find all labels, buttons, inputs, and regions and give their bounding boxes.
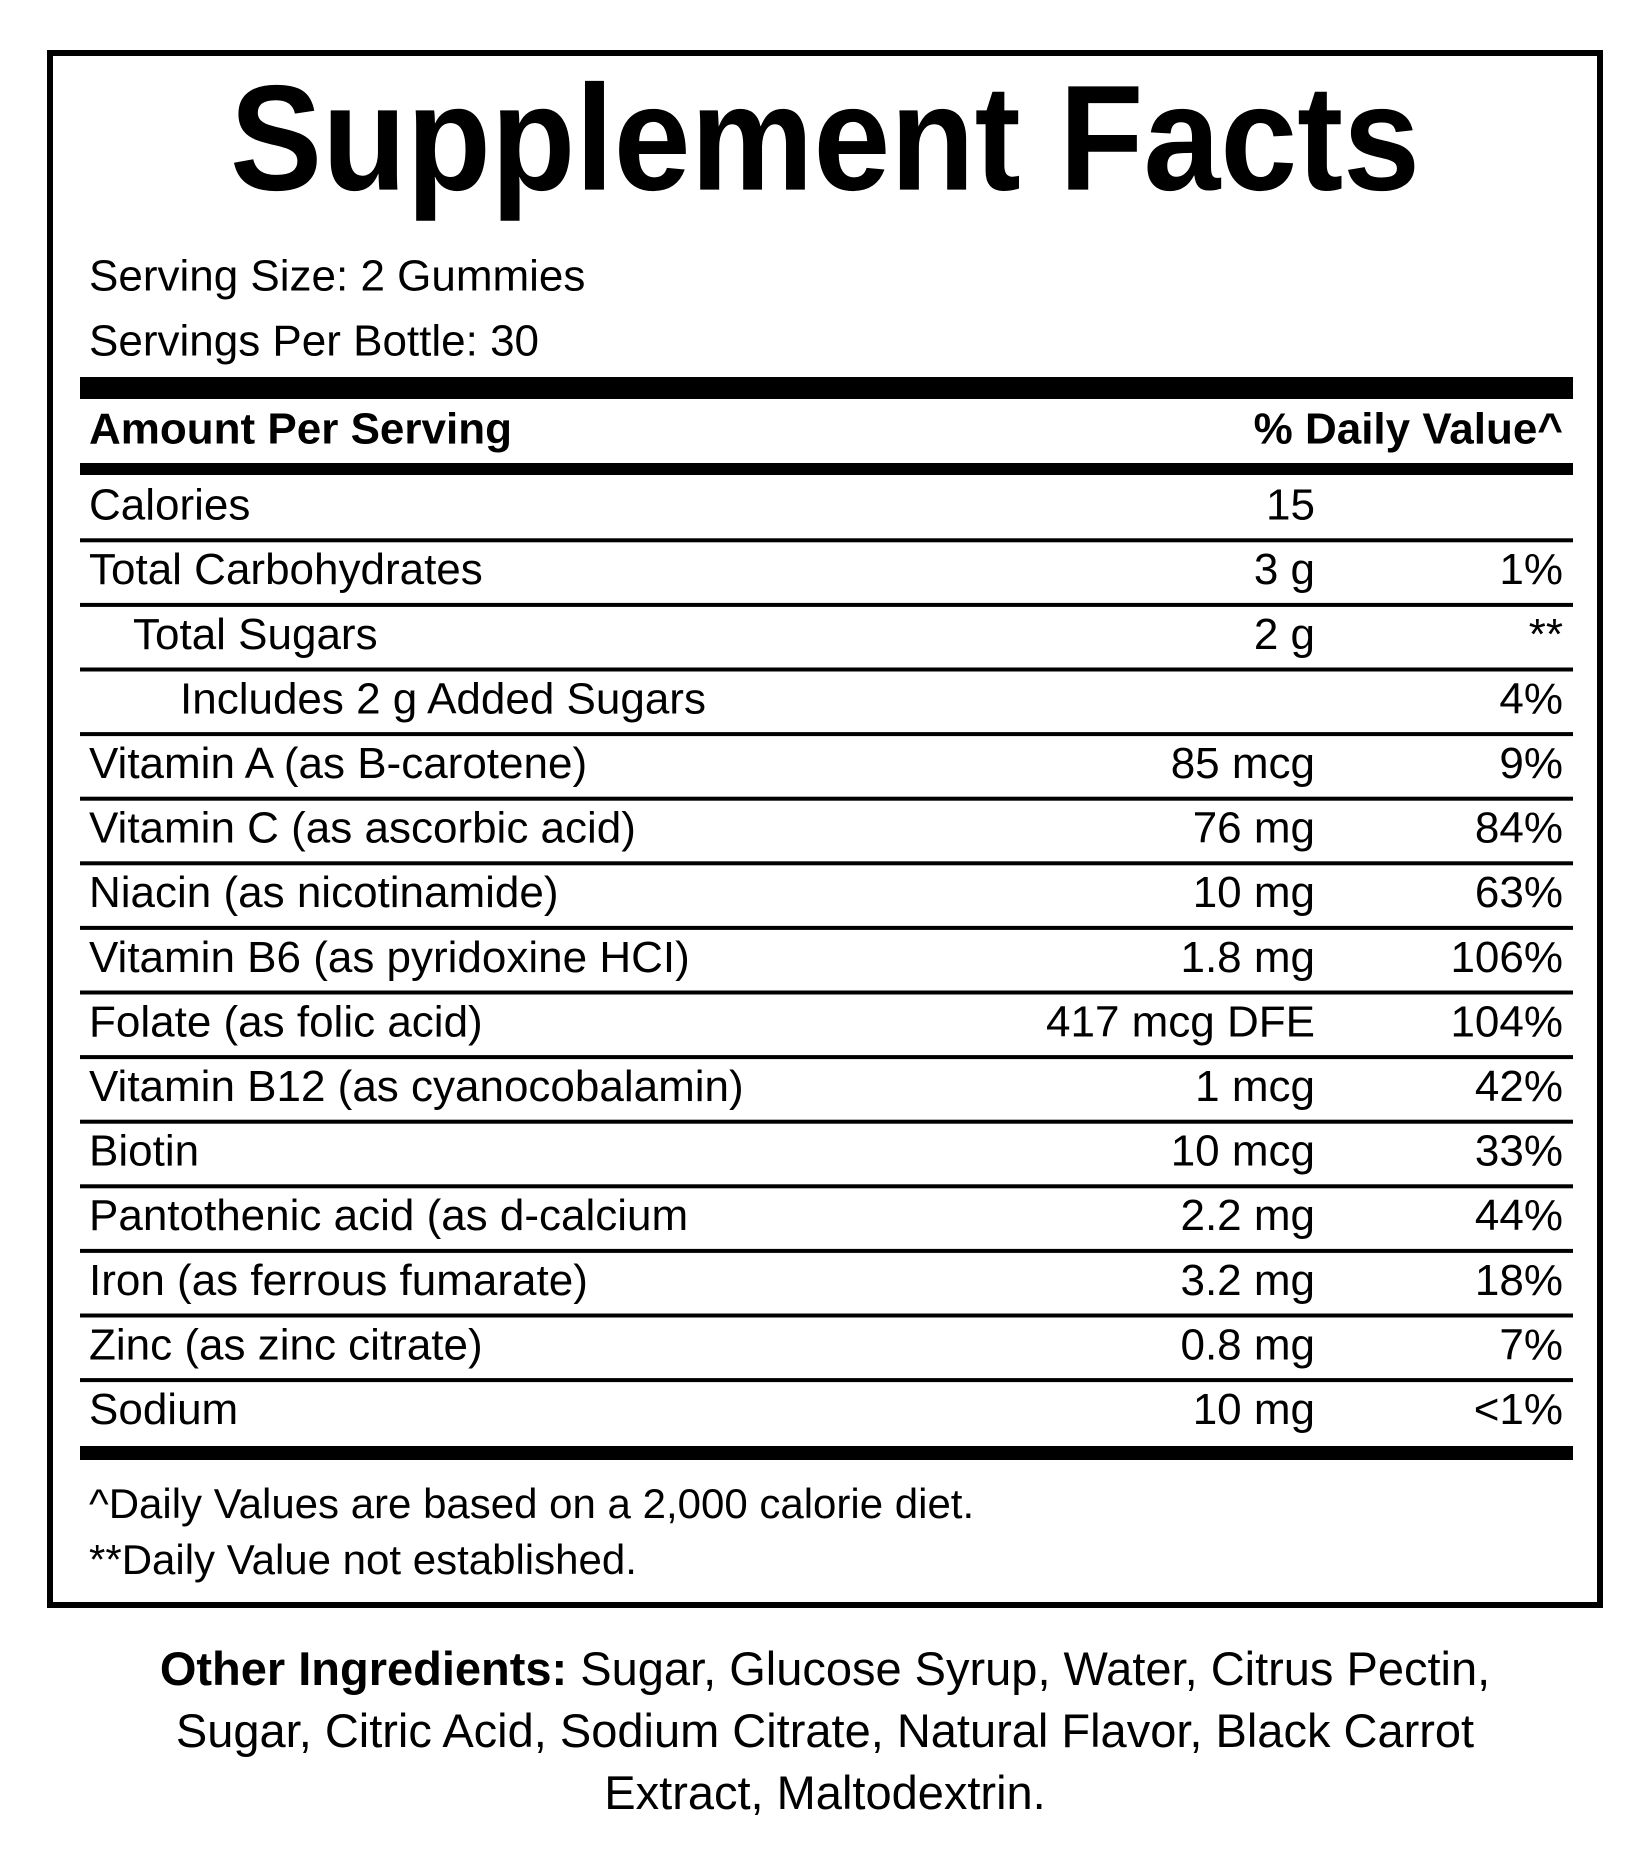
nutrient-amount: 76 mg: [1193, 804, 1315, 853]
nutrient-amount: 1 mcg: [1195, 1062, 1315, 1111]
header-daily-value: % Daily Value^: [1254, 405, 1563, 454]
nutrient-amount: 10 mg: [1193, 868, 1315, 917]
nutrient-name: Includes 2 g Added Sugars: [180, 674, 706, 723]
panel-border: [47, 50, 1603, 1608]
supplement-facts-panel: Supplement Facts Serving Size: 2 Gummies…: [47, 50, 1603, 1608]
ingredients-label: Other Ingredients:: [159, 1642, 568, 1695]
ingredients-text: Sugar, Glucose Syrup, Water, Citrus Pect…: [175, 1642, 1491, 1819]
nutrient-name: Vitamin B6 (as pyridoxine HCI): [89, 933, 690, 982]
row-divider: [80, 732, 1573, 737]
nutrient-name: Sodium: [89, 1385, 238, 1434]
nutrient-name: Zinc (as zinc citrate): [89, 1320, 483, 1369]
title: Supplement Facts: [230, 54, 1420, 222]
footnote: ^Daily Values are based on a 2,000 calor…: [89, 1480, 974, 1527]
nutrient-daily-value: 42%: [1475, 1062, 1563, 1111]
servings-per-container: Servings Per Bottle: 30: [89, 317, 539, 366]
nutrient-amount: 3 g: [1254, 545, 1315, 594]
medium-rule: [80, 463, 1573, 475]
row-divider: [80, 925, 1573, 930]
nutrient-daily-value: 7%: [1499, 1320, 1563, 1369]
nutrient-name: Niacin (as nicotinamide): [89, 868, 559, 917]
row-divider: [80, 990, 1573, 995]
nutrient-amount: 10 mcg: [1171, 1127, 1315, 1176]
nutrient-name: Iron (as ferrous fumarate): [89, 1256, 588, 1305]
nutrient-amount: 417 mcg DFE: [1046, 997, 1315, 1046]
nutrient-daily-value: 104%: [1450, 997, 1563, 1046]
nutrient-name: Total Carbohydrates: [89, 545, 483, 594]
other-ingredients: Other Ingredients: Sugar, Glucose Syrup,…: [120, 1638, 1530, 1824]
row-divider: [80, 861, 1573, 866]
nutrient-daily-value: 84%: [1475, 804, 1563, 853]
nutrient-daily-value: 63%: [1475, 868, 1563, 917]
nutrient-daily-value: 18%: [1475, 1256, 1563, 1305]
nutrient-daily-value: <1%: [1474, 1385, 1563, 1434]
footnote: **Daily Value not established.: [89, 1536, 637, 1583]
nutrient-daily-value: 9%: [1499, 739, 1563, 788]
nutrient-name: Total Sugars: [133, 610, 378, 659]
header-amount: Amount Per Serving: [89, 405, 512, 454]
serving-size: Serving Size: 2 Gummies: [89, 252, 585, 301]
nutrient-daily-value: 4%: [1499, 674, 1563, 723]
row-divider: [80, 1055, 1573, 1060]
row-divider: [80, 538, 1573, 543]
row-divider: [80, 796, 1573, 801]
nutrient-name: Folate (as folic acid): [89, 997, 483, 1046]
nutrient-daily-value: **: [1529, 610, 1563, 659]
thick-rule: [80, 377, 1573, 399]
row-divider: [80, 1378, 1573, 1383]
nutrient-name: Pantothenic acid (as d-calcium: [89, 1191, 688, 1240]
nutrient-name: Vitamin B12 (as cyanocobalamin): [89, 1062, 744, 1111]
nutrient-amount: 0.8 mg: [1180, 1320, 1315, 1369]
row-divider: [80, 1184, 1573, 1189]
nutrient-amount: 10 mg: [1193, 1385, 1315, 1434]
nutrient-amount: 3.2 mg: [1180, 1256, 1315, 1305]
row-divider: [80, 1248, 1573, 1253]
nutrient-daily-value: 44%: [1475, 1191, 1563, 1240]
nutrient-name: Calories: [89, 481, 250, 530]
nutrient-amount: 85 mcg: [1171, 739, 1315, 788]
nutrient-name: Biotin: [89, 1127, 199, 1176]
row-divider: [80, 667, 1573, 672]
row-divider: [80, 602, 1573, 607]
nutrient-name: Vitamin A (as B-carotene): [89, 739, 587, 788]
nutrient-rows: Calories 15 Total Carbohydrates 3 g 1% Total …: [80, 481, 1573, 1434]
nutrient-name: Vitamin C (as ascorbic acid): [89, 804, 636, 853]
nutrient-amount: 2 g: [1254, 610, 1315, 659]
row-divider: [80, 1313, 1573, 1318]
bottom-rule: [80, 1446, 1573, 1460]
nutrient-amount: 15: [1266, 481, 1315, 530]
nutrient-daily-value: 106%: [1450, 933, 1563, 982]
nutrient-amount: 1.8 mg: [1180, 933, 1315, 982]
nutrient-amount: 2.2 mg: [1180, 1191, 1315, 1240]
row-divider: [80, 1119, 1573, 1124]
nutrient-daily-value: 33%: [1475, 1127, 1563, 1176]
nutrient-daily-value: 1%: [1499, 545, 1563, 594]
